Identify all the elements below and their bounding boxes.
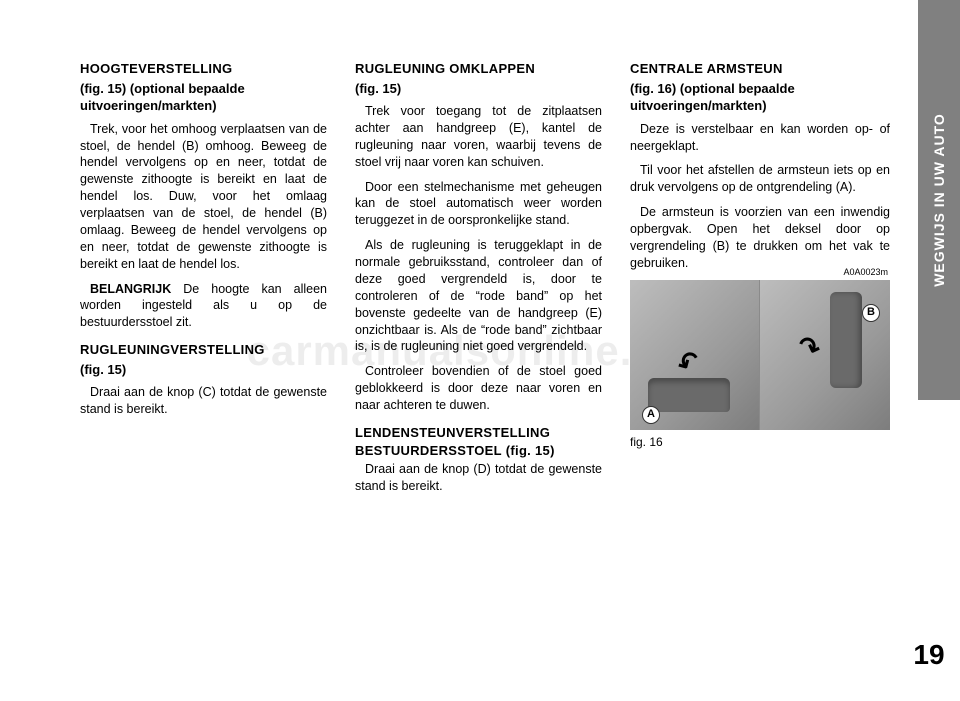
col1-heading-2: RUGLEUNINGVERSTELLING [80, 341, 327, 359]
section-tab-label: WEGWIJS IN UW AUTO [931, 113, 947, 287]
figure-code: A0A0023m [843, 266, 888, 278]
col1-subheading-1: (fig. 15) (optional bepaalde uitvoeringe… [80, 80, 327, 115]
figure-left-panel: ↶ A [630, 280, 760, 430]
column-2: RUGLEUNING OMKLAPPEN (fig. 15) Trek voor… [355, 60, 602, 671]
col3-heading-1: CENTRALE ARMSTEUN [630, 60, 890, 78]
col3-subheading-1: (fig. 16) (optional bepaalde uitvoeringe… [630, 80, 890, 115]
callout-b: B [862, 304, 880, 322]
col3-paragraph-2: Til voor het afstellen de armsteun iets … [630, 162, 890, 196]
callout-a: A [642, 406, 660, 424]
col2-subheading-1: (fig. 15) [355, 80, 602, 98]
col3-paragraph-1: Deze is verstelbaar en kan worden op- of… [630, 121, 890, 155]
arrow-up-icon: ↶ [671, 341, 707, 382]
arrow-side-icon: ↷ [793, 327, 825, 367]
manual-page: WEGWIJS IN UW AUTO 19 carmanualsonline.i… [0, 0, 960, 701]
col1-paragraph-3: Draai aan de knop (C) totdat de gewenste… [80, 384, 327, 418]
figure-image: ↶ A ↷ B [630, 280, 890, 430]
figure-16: A0A0023m ↶ A ↷ B fig. 16 [630, 280, 890, 455]
col1-paragraph-1: Trek, voor het omhoog verplaatsen van de… [80, 121, 327, 273]
figure-caption: fig. 16 [630, 434, 890, 450]
column-3: CENTRALE ARMSTEUN (fig. 16) (optional be… [630, 60, 890, 671]
col1-paragraph-2: BELANGRIJK De hoogte kan alleen worden i… [80, 281, 327, 332]
col2-heading-2: LENDENSTEUNVERSTELLING BESTUURDERSSTOEL … [355, 424, 602, 459]
col2-paragraph-3: Als de rugleuning is teruggeklapt in de … [355, 237, 602, 355]
content-columns: HOOGTEVERSTELLING (fig. 15) (optional be… [80, 60, 890, 671]
col1-heading-1: HOOGTEVERSTELLING [80, 60, 327, 78]
col3-paragraph-3: De armsteun is voorzien van een inwendig… [630, 204, 890, 272]
col2-heading-1: RUGLEUNING OMKLAPPEN [355, 60, 602, 78]
col1-subheading-2: (fig. 15) [80, 361, 327, 379]
col2-paragraph-2: Door een stelmechanisme met geheugen kan… [355, 179, 602, 230]
figure-right-panel: ↷ B [760, 280, 890, 430]
col2-paragraph-5: Draai aan de knop (D) totdat de gewenste… [355, 461, 602, 495]
col1-p2-lead: BELANGRIJK [90, 282, 171, 296]
column-1: HOOGTEVERSTELLING (fig. 15) (optional be… [80, 60, 327, 671]
armrest-up-icon [830, 292, 862, 388]
col2-paragraph-1: Trek voor toegang tot de zitplaatsen ach… [355, 103, 602, 171]
col2-paragraph-4: Controleer bovendien of de stoel goed ge… [355, 363, 602, 414]
col2-h2-sub: (fig. 15) [502, 443, 555, 458]
section-tab: WEGWIJS IN UW AUTO [918, 0, 960, 400]
page-number: 19 [908, 639, 950, 671]
